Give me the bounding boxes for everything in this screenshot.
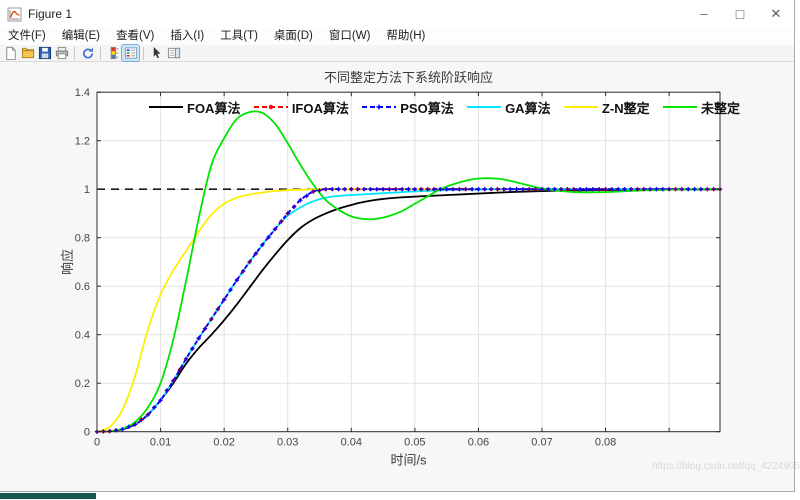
close-button[interactable]: ✕ <box>770 6 782 21</box>
legend-label-4: Z-N整定 <box>601 100 650 116</box>
rotate-3d-icon[interactable] <box>79 45 96 61</box>
save-figure-icon[interactable] <box>36 45 53 61</box>
background-window-sliver <box>0 493 96 499</box>
menu-item-6[interactable]: 窗口(W) <box>328 30 371 42</box>
legend-label-1: IFOA算法 <box>291 100 349 116</box>
chart-title: 不同整定方法下系统阶跃响应 <box>324 70 493 85</box>
edit-plot-icon[interactable] <box>148 45 165 61</box>
svg-text:0.4: 0.4 <box>75 330 90 342</box>
insert-legend-icon[interactable] <box>121 44 140 62</box>
menu-item-1[interactable]: 编辑(E) <box>61 30 101 42</box>
open-file-icon[interactable] <box>19 45 36 61</box>
svg-text:1.2: 1.2 <box>75 136 90 148</box>
menu-item-2[interactable]: 查看(V) <box>116 30 155 42</box>
menu-item-5[interactable]: 桌面(D) <box>273 30 313 42</box>
legend-item-4[interactable]: Z-N整定 <box>563 98 650 117</box>
svg-text:0: 0 <box>84 427 90 439</box>
svg-text:0.07: 0.07 <box>531 437 552 449</box>
maximize-button[interactable]: □ <box>735 6 745 22</box>
svg-text:0.8: 0.8 <box>75 233 90 245</box>
new-figure-icon[interactable] <box>2 45 19 61</box>
legend-item-1[interactable]: IFOA算法 <box>253 98 349 117</box>
legend-item-0[interactable]: FOA算法 <box>148 98 240 117</box>
x-axis-label: 时间/s <box>390 453 427 468</box>
print-figure-icon[interactable] <box>53 45 70 61</box>
toolbar-separator <box>74 46 75 60</box>
matlab-figure-icon <box>7 7 22 22</box>
menu-item-7[interactable]: 帮助(H) <box>386 30 426 42</box>
figure-canvas: 0 0.01 0.02 0.03 0.04 0.05 0.06 0.07 0.08 0 0.2 0.4… <box>0 62 800 491</box>
svg-text:1: 1 <box>84 184 90 196</box>
menu-item-3[interactable]: 插入(I) <box>170 30 205 42</box>
axes-box <box>96 91 721 433</box>
legend-sample-2 <box>362 104 397 110</box>
series-markers <box>94 187 723 434</box>
chart-plot: 0 0.01 0.02 0.03 0.04 0.05 0.06 0.07 0.08 0 0.2 0.4… <box>60 70 723 468</box>
legend-item-5[interactable]: 未整定 <box>662 98 740 117</box>
svg-text:0.03: 0.03 <box>277 437 298 449</box>
legend-sample-0 <box>149 106 183 108</box>
svg-text:0.6: 0.6 <box>75 281 90 293</box>
svg-text:0.02: 0.02 <box>213 437 234 449</box>
title-bar: Figure 1 – □ ✕ <box>0 0 794 28</box>
window-controls: – □ ✕ <box>686 0 794 28</box>
legend-sample-4 <box>563 106 598 108</box>
legend-label-3: GA算法 <box>505 100 551 116</box>
legend-sample-1 <box>253 104 288 110</box>
plot-area <box>97 92 720 432</box>
chart-legend: FOA算法 IFOA算法 PSO算法 GA算法 Z-N整定 未整定 <box>148 98 740 116</box>
svg-text:0.08: 0.08 <box>595 437 616 449</box>
menu-item-4[interactable]: 工具(T) <box>220 30 258 42</box>
svg-text:0.06: 0.06 <box>468 437 489 449</box>
legend-label-5: 未整定 <box>700 100 740 116</box>
svg-text:0.05: 0.05 <box>404 437 425 449</box>
svg-text:1.4: 1.4 <box>75 87 90 99</box>
legend-item-3[interactable]: GA算法 <box>466 98 551 117</box>
menu-item-0[interactable]: 文件(F) <box>8 30 46 42</box>
toolbar-separator <box>143 46 144 60</box>
svg-text:0.01: 0.01 <box>150 437 171 449</box>
property-inspector-icon[interactable] <box>165 45 182 61</box>
window-title: Figure 1 <box>28 7 73 21</box>
svg-text:0.04: 0.04 <box>341 437 362 449</box>
insert-colorbar-icon[interactable] <box>105 45 122 61</box>
watermark-text: https://blog.csdn.net/qq_42249050 <box>652 461 800 472</box>
svg-text:0.2: 0.2 <box>75 378 90 390</box>
toolbar-separator <box>100 46 101 60</box>
svg-text:0: 0 <box>94 437 100 449</box>
series-line-未整定 <box>96 110 721 433</box>
menu-bar: 文件(F) 编辑(E) 查看(V) 插入(I) 工具(T) 桌面(D) 窗口(W) 帮助(H) <box>0 28 794 45</box>
legend-item-2[interactable]: PSO算法 <box>361 98 454 117</box>
legend-sample-3 <box>467 106 502 108</box>
legend-label-2: PSO算法 <box>400 100 454 116</box>
legend-sample-5 <box>662 106 697 108</box>
y-axis-label: 响应 <box>60 249 75 275</box>
legend-label-0: FOA算法 <box>187 100 241 116</box>
grid-lines <box>97 92 720 432</box>
toolbar <box>0 44 794 62</box>
minimize-button[interactable]: – <box>700 6 708 21</box>
axis-ticks-and-labels: 0 0.01 0.02 0.03 0.04 0.05 0.06 0.07 0.08 0 0.2 0.4… <box>75 87 720 449</box>
